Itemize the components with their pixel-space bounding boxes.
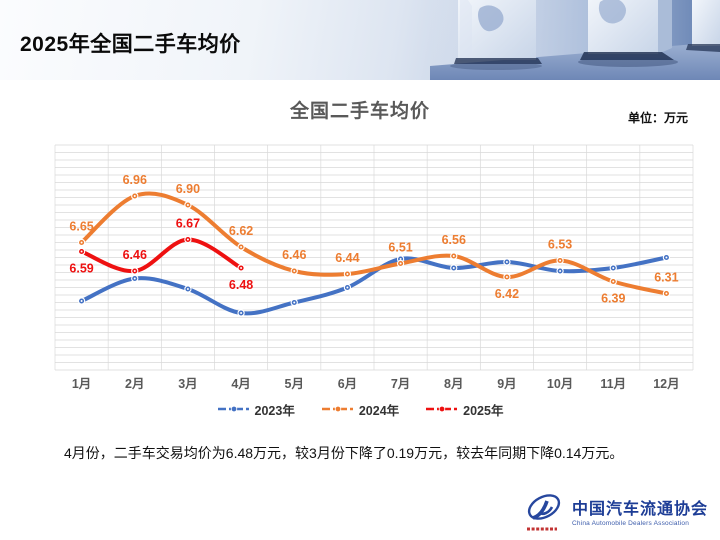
legend-label: 2023年 xyxy=(254,403,295,418)
data-label: 6.31 xyxy=(654,271,678,285)
legend-label: 2025年 xyxy=(463,403,504,418)
data-label: 6.44 xyxy=(335,251,359,265)
x-axis-label: 8月 xyxy=(444,377,463,391)
data-label: 6.39 xyxy=(601,292,625,306)
org-logo: 中国汽车流通协会 China Automobile Dealers Associ… xyxy=(521,487,708,535)
x-axis-label: 4月 xyxy=(231,377,250,391)
chart-unit-label: 单位：万元 xyxy=(627,111,688,125)
x-axis-label: 10月 xyxy=(547,377,573,391)
data-label: 6.46 xyxy=(282,248,306,262)
x-axis-label: 7月 xyxy=(391,377,410,391)
x-axis-labels: 1月 2月 3月 4月 5月 6月 7月 8月 9月 10月 11月 12月 xyxy=(72,377,680,391)
data-label: 6.53 xyxy=(548,238,572,252)
legend-line-icon xyxy=(426,405,459,413)
x-axis-label: 2月 xyxy=(125,377,144,391)
x-axis-label: 3月 xyxy=(178,377,197,391)
data-label: 6.96 xyxy=(123,173,147,187)
data-label: 6.42 xyxy=(495,287,519,301)
data-label: 6.62 xyxy=(229,224,253,238)
data-label: 6.90 xyxy=(176,182,200,196)
legend-label: 2024年 xyxy=(358,403,400,418)
data-label: 6.67 xyxy=(176,217,200,231)
data-label: 6.48 xyxy=(229,278,253,292)
legend-item-2024年: 2024年 xyxy=(321,400,399,419)
x-axis-label: 11月 xyxy=(600,377,626,391)
chart-annotation: 4月份，二手车交易均价为6.48万元，较3月份下降了0.19万元，较去年同期下降… xyxy=(64,445,624,461)
data-label: 6.65 xyxy=(69,220,93,234)
legend-line-icon xyxy=(217,405,250,413)
series-2024年: 6.65 6.96 6.90 6.62 6.46 6.44 6.51 6.56 6.42 6.53… xyxy=(69,173,678,306)
gridlines xyxy=(54,144,694,371)
page-title: 2025年全国二手车均价 xyxy=(20,33,241,56)
cada-logo-icon xyxy=(526,494,561,531)
chart-legend: 2023年 2024年 2025年 xyxy=(0,400,720,418)
series-2025年: 6.59 6.46 6.67 6.48 xyxy=(69,217,253,293)
line-chart: 6.65 6.96 6.90 6.62 6.46 6.44 6.51 6.56 6.42 6.53… xyxy=(54,144,694,391)
org-name-en: China Automobile Dealers Association xyxy=(571,520,690,527)
x-axis-label: 6月 xyxy=(338,377,357,391)
data-label: 6.51 xyxy=(388,241,412,255)
x-axis-label: 5月 xyxy=(285,377,304,391)
x-axis-label: 1月 xyxy=(72,377,91,391)
legend-item-2023年: 2023年 xyxy=(217,400,295,419)
header-bar: 2025年全国二手车均价 xyxy=(0,0,720,80)
chart-title: 全国二手车均价 xyxy=(289,101,430,122)
series-line-2023年 xyxy=(79,255,669,316)
header-decoration-cubes-icon xyxy=(430,0,720,80)
org-name-cn: 中国汽车流通协会 xyxy=(571,501,708,518)
x-axis-label: 9月 xyxy=(497,377,516,391)
data-label: 6.59 xyxy=(69,262,93,276)
data-label: 6.56 xyxy=(442,233,466,247)
legend-line-icon xyxy=(321,405,354,413)
series-line-2025年 xyxy=(79,237,244,274)
x-axis-label: 12月 xyxy=(653,377,679,391)
data-label: 6.46 xyxy=(123,248,147,262)
legend-item-2025年: 2025年 xyxy=(425,400,503,419)
